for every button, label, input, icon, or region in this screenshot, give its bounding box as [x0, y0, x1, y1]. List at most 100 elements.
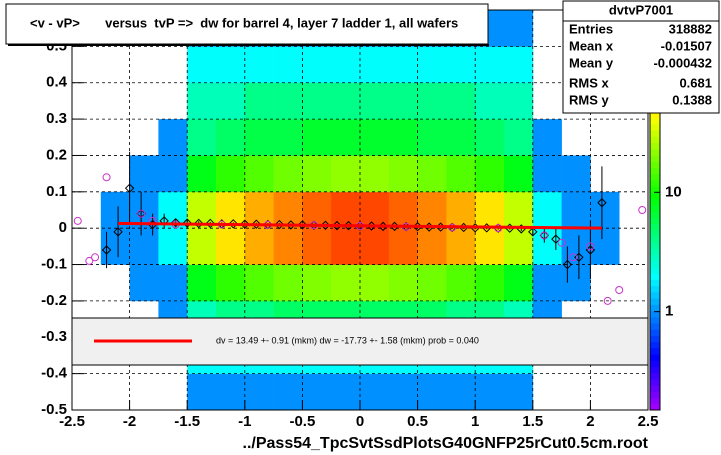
heatmap-cell	[504, 155, 534, 193]
heatmap-cell	[129, 264, 159, 302]
heatmap-cell	[187, 82, 217, 120]
palette-step	[650, 298, 660, 305]
profile2-point	[638, 206, 647, 214]
profile2-point	[102, 173, 111, 182]
palette-step	[650, 385, 660, 392]
heatmap-cell	[302, 264, 332, 302]
profile2-point	[615, 286, 624, 294]
x-tick-label: 2.5	[638, 413, 659, 430]
heatmap-cell	[273, 264, 303, 302]
heatmap-cell	[244, 264, 274, 302]
z-tick-label: 1	[665, 303, 673, 320]
heatmap-cell	[302, 228, 332, 265]
heatmap-cell	[216, 155, 246, 193]
profile-point	[101, 245, 112, 255]
heatmap-cell	[187, 264, 217, 302]
heatmap-cell	[244, 119, 274, 156]
heatmap-cell	[360, 155, 390, 193]
heatmap-cell	[417, 228, 447, 265]
x-tick-label: 2	[586, 413, 594, 430]
heatmap-cell	[273, 373, 303, 411]
palette-step	[650, 260, 660, 268]
profile-point	[574, 252, 584, 262]
heatmap-cell	[561, 264, 591, 302]
palette-step	[650, 403, 660, 411]
palette-step	[650, 347, 660, 355]
heatmap-cell	[158, 119, 188, 156]
heatmap-cell	[158, 228, 188, 265]
heatmap-cell	[273, 46, 303, 84]
heatmap-cell	[475, 82, 505, 120]
heatmap-cell	[216, 46, 246, 84]
heatmap-cell	[244, 373, 274, 411]
heatmap-cell	[475, 373, 505, 411]
heatmap-cell	[244, 46, 274, 84]
palette-step	[650, 316, 660, 324]
y-tick-label: -0.2	[41, 292, 67, 309]
y-tick-label: -0.1	[41, 256, 67, 273]
heatmap-cell	[475, 228, 505, 265]
profile2-point	[603, 296, 612, 305]
palette-step	[650, 254, 660, 262]
heatmap-cell	[273, 228, 303, 265]
palette-step	[650, 322, 660, 330]
heatmap-cell	[446, 373, 476, 411]
palette-step	[650, 186, 660, 193]
heatmap-cell	[244, 228, 274, 265]
stats-title: dvtvP7001	[609, 2, 673, 17]
heatmap-cell	[360, 264, 390, 302]
y-tick-label: 0.1	[46, 183, 67, 200]
x-tick-label: -1.5	[174, 413, 200, 430]
heatmap-cell	[475, 119, 505, 156]
heatmap-cell	[532, 191, 562, 229]
palette-step	[650, 117, 660, 125]
heatmap-cell	[388, 119, 418, 156]
heatmap-cell	[590, 228, 620, 265]
heatmap-cell	[446, 191, 476, 229]
palette-step	[650, 354, 660, 361]
heatmap-cell	[216, 119, 246, 156]
heatmap-cell	[331, 264, 361, 302]
heatmap-cell	[561, 191, 591, 229]
heatmap-cell	[360, 373, 390, 411]
palette-step	[650, 391, 660, 399]
heatmap-cell	[360, 228, 390, 265]
heatmap-cell	[388, 46, 418, 84]
palette-step	[650, 155, 660, 162]
heatmap-cell	[504, 264, 534, 302]
profile2-point	[73, 216, 82, 225]
palette-step	[650, 136, 660, 144]
heatmap-cell	[302, 119, 332, 156]
stats-value: -0.01507	[661, 38, 712, 53]
heatmap-cell	[388, 191, 418, 229]
palette-step	[650, 248, 660, 256]
profile2-point	[586, 242, 595, 251]
heatmap-cell	[302, 155, 332, 193]
heatmap-cell	[187, 373, 217, 411]
heatmap-cell	[417, 264, 447, 302]
heatmap-cell	[216, 264, 246, 302]
heatmap-cell	[187, 228, 217, 265]
heatmap-cell	[216, 373, 246, 411]
x-tick-label: -2.5	[59, 413, 85, 430]
heatmap-cell	[244, 155, 274, 193]
z-tick-label: 10	[665, 183, 682, 200]
heatmap-cell	[273, 191, 303, 229]
chart-title: <v - vP> versus tvP => dw for barrel 4, …	[30, 15, 458, 30]
heatmap-cell	[504, 82, 534, 120]
heatmap-cell	[504, 119, 534, 156]
palette-step	[650, 192, 660, 200]
fit-pave: dv = 13.49 +- 0.91 (mkm) dw = -17.73 +- …	[71, 317, 649, 366]
palette-step	[650, 285, 660, 293]
profile2-point	[85, 256, 94, 265]
heatmap-cell	[446, 155, 476, 193]
palette-step	[650, 173, 660, 181]
palette-step	[650, 372, 660, 380]
heatmap-cell	[388, 264, 418, 302]
heatmap-cell	[446, 228, 476, 265]
heatmap-cell	[417, 373, 447, 411]
stats-key: Mean y	[569, 55, 614, 70]
profile2-point	[569, 253, 578, 262]
